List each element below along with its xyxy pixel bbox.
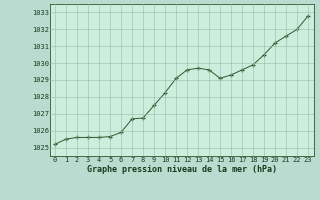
X-axis label: Graphe pression niveau de la mer (hPa): Graphe pression niveau de la mer (hPa) — [87, 165, 276, 174]
